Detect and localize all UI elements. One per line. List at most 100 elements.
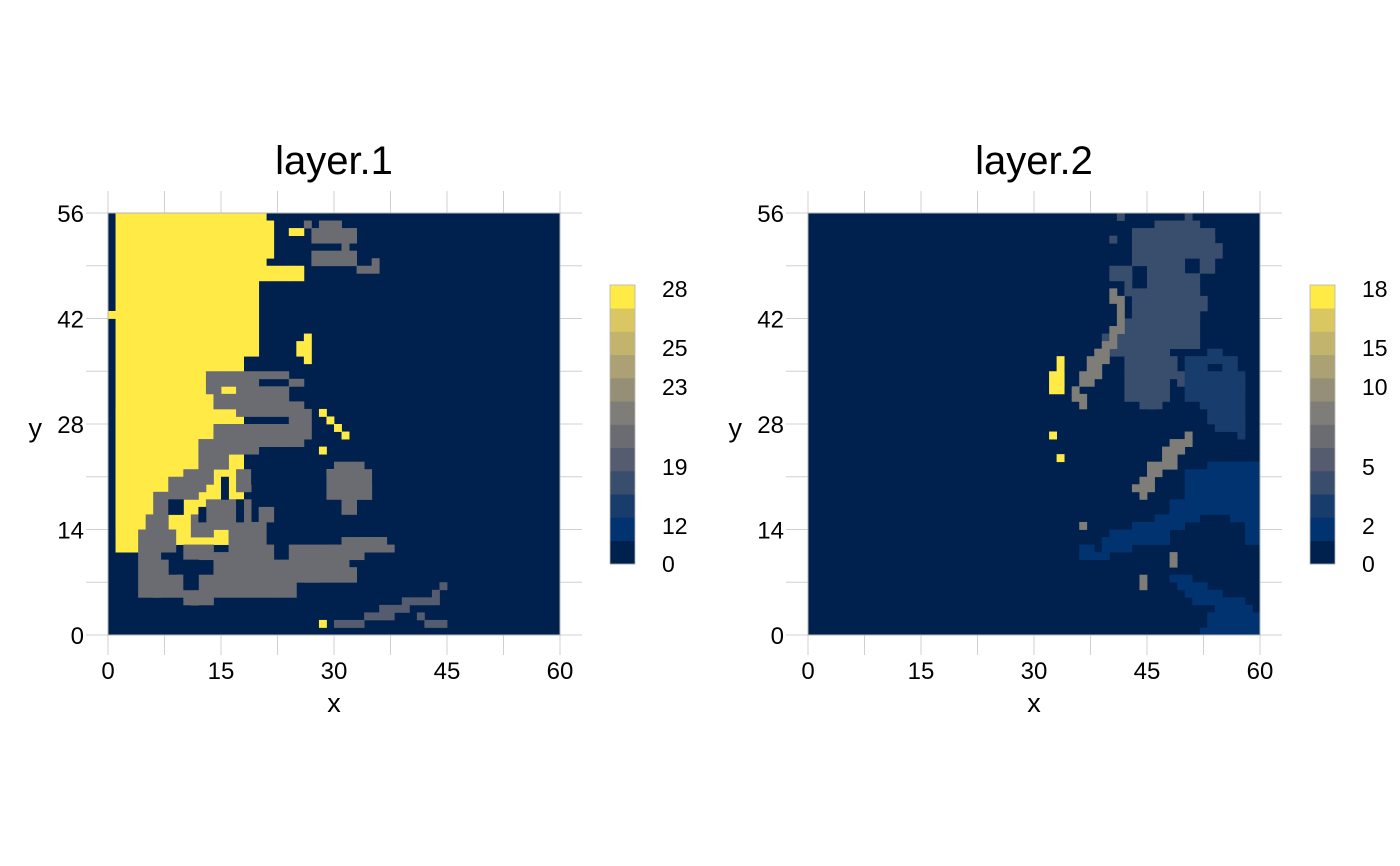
panel-layer-1: layer.1 x y 0 15 30 45 60 0 14 28 42 56 0 12 19 23 25 2… <box>29 139 688 718</box>
raster-cell <box>251 544 275 598</box>
legend-swatch <box>1310 354 1335 379</box>
raster-cell <box>1049 431 1057 440</box>
raster-cell <box>258 265 290 282</box>
raster-cell <box>123 446 147 508</box>
raster-cell <box>1207 348 1223 365</box>
raster-cell <box>258 371 290 380</box>
raster-cell <box>221 371 260 387</box>
raster-cell <box>1244 514 1261 545</box>
raster-cell <box>168 499 184 515</box>
y-tick-label: 28 <box>757 412 784 439</box>
legend-swatch <box>1310 401 1335 425</box>
raster-cell <box>439 582 448 591</box>
raster-cell <box>431 589 440 598</box>
raster-cell <box>1101 341 1110 365</box>
legend-label: 28 <box>662 276 688 302</box>
raster-cell <box>349 228 357 237</box>
legend-label: 0 <box>662 551 675 577</box>
legend-label: 19 <box>662 454 688 480</box>
raster-cell <box>1056 356 1065 365</box>
y-axis-label: y <box>729 413 743 443</box>
legend-swatch <box>610 471 635 495</box>
raster-cell <box>1207 461 1261 485</box>
legend-label: 25 <box>662 335 688 361</box>
raster-cell <box>1169 356 1178 380</box>
raster-cell <box>1154 318 1201 350</box>
x-axis-label: x <box>327 688 341 718</box>
raster-cell <box>183 544 199 561</box>
raster-cell <box>379 604 410 613</box>
x-tick-label: 0 <box>801 658 814 685</box>
raster-cell <box>1139 386 1163 410</box>
raster-cell <box>1184 356 1208 402</box>
raster-cell <box>1214 243 1223 259</box>
x-tick-label: 30 <box>1021 658 1048 685</box>
legend-label: 10 <box>1362 374 1388 400</box>
y-axis-label: y <box>29 413 43 443</box>
raster-cell <box>386 544 395 553</box>
x-tick-label: 15 <box>208 658 235 685</box>
raster-cell <box>1237 416 1246 440</box>
raster-cell <box>334 220 342 229</box>
raster-cell <box>1169 439 1186 455</box>
raster-cell <box>1086 552 1110 561</box>
raster-cell <box>1079 393 1088 410</box>
raster-cell <box>303 333 312 365</box>
raster-cell <box>318 220 335 229</box>
raster-cell <box>1071 386 1080 402</box>
raster-cell <box>1214 424 1246 432</box>
raster-cell <box>115 408 124 530</box>
plot-frame <box>107 212 561 636</box>
raster-cell <box>1199 250 1216 274</box>
raster-cell <box>1116 213 1125 221</box>
x-tick-label: 60 <box>1247 658 1274 685</box>
legend-swatch <box>610 517 635 542</box>
raster-cell <box>1177 220 1201 229</box>
raster-cell <box>236 469 252 493</box>
legend-swatch <box>1310 424 1335 449</box>
legend-swatch <box>610 285 635 309</box>
raster-cell <box>288 544 335 568</box>
plot-frame <box>807 212 1261 636</box>
raster-cell <box>1162 348 1170 372</box>
raster-cell <box>318 408 327 417</box>
raster-cell <box>341 431 350 440</box>
legend-swatch <box>610 447 635 472</box>
legend-colorbar: 0 12 19 23 25 28 <box>609 276 688 577</box>
legend-swatch <box>1310 285 1335 309</box>
raster-cell <box>1056 363 1065 387</box>
raster-cell <box>1177 371 1186 387</box>
raster-cell <box>175 574 184 591</box>
raster-cell <box>1184 431 1193 448</box>
raster-cell <box>1207 235 1216 252</box>
y-tick-label: 0 <box>771 623 784 650</box>
legend-frame <box>1309 284 1336 565</box>
raster-cell <box>145 416 177 448</box>
raster-cell <box>334 619 365 628</box>
legend-frame <box>609 284 636 565</box>
raster-cell <box>1222 393 1238 410</box>
raster-region-value-5 <box>1101 213 1223 410</box>
raster-cell <box>130 371 147 410</box>
legend-swatch <box>1310 471 1335 495</box>
raster-cell <box>1079 544 1095 561</box>
legend-swatch <box>610 424 635 449</box>
x-tick-label: 45 <box>434 658 461 685</box>
raster-cell <box>364 537 380 545</box>
y-tick-label: 56 <box>57 201 84 228</box>
panel-title: layer.2 <box>975 139 1093 183</box>
raster-cell <box>183 559 199 591</box>
legend-colorbar: 0 2 5 10 15 18 <box>1309 276 1388 577</box>
raster-cell <box>1109 326 1118 350</box>
raster-cell <box>1199 484 1216 508</box>
raster-cell <box>1139 484 1148 500</box>
raster-cell <box>1237 597 1246 606</box>
raster-cell <box>243 213 260 357</box>
raster-cell <box>228 521 267 553</box>
raster-cell <box>1116 295 1125 334</box>
raster-region-value-2 <box>1184 348 1246 440</box>
raster-cell <box>1131 484 1140 493</box>
legend-swatch <box>1310 331 1335 356</box>
legend-swatch <box>610 331 635 356</box>
